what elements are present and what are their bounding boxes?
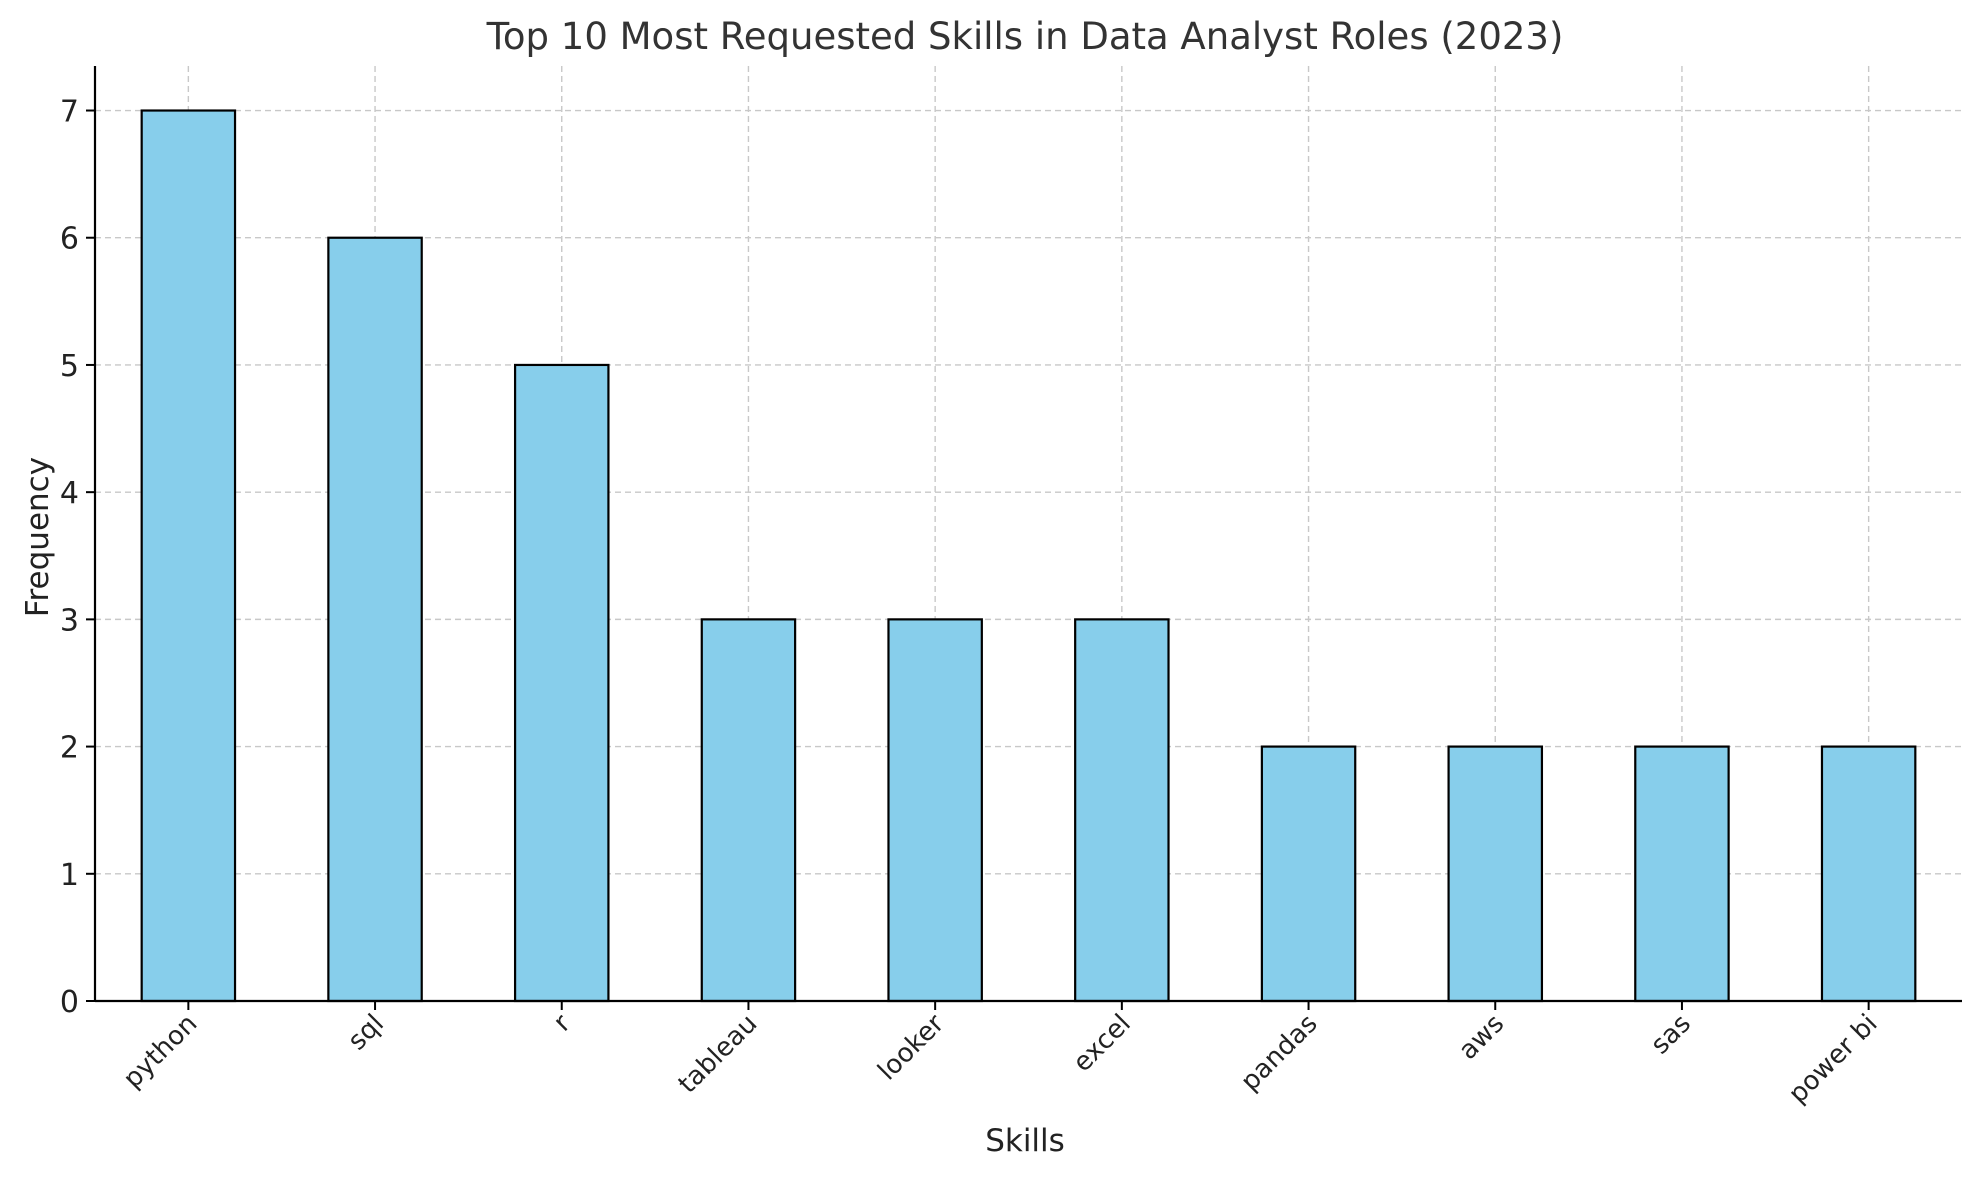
bar-sql [327, 236, 423, 1003]
y-tick-label: 3 [60, 603, 79, 638]
bar-excel [1074, 618, 1170, 1003]
bars-layer [140, 109, 1917, 1003]
chart-title: Top 10 Most Requested Skills in Data Ana… [486, 15, 1564, 58]
y-tick-label: 6 [60, 222, 79, 257]
x-tick-labels: python sql r tableau looker excel pandas aws sas… [118, 1009, 1884, 1110]
x-tick-label: aws [1453, 1009, 1510, 1066]
x-axis-label: Skills [985, 1123, 1065, 1159]
x-tick-label: excel [1068, 1009, 1137, 1078]
x-tick-label: power bi [1783, 1009, 1884, 1110]
bar-looker [887, 618, 983, 1003]
bar-python [140, 109, 237, 1003]
y-tick-label: 2 [60, 731, 79, 766]
bar-aws [1447, 745, 1544, 1003]
y-axis-label: Frequency [20, 457, 56, 617]
bar-r [513, 363, 610, 1003]
x-tick-label: sas [1645, 1009, 1697, 1061]
x-tick-label: tableau [673, 1009, 764, 1100]
x-tick-label: r [548, 1009, 577, 1038]
y-tick-label: 7 [60, 95, 79, 130]
y-tick-label: 1 [60, 858, 79, 893]
y-tick-label: 5 [60, 349, 79, 384]
x-tick-label: python [118, 1009, 204, 1095]
bar-sas [1634, 745, 1730, 1003]
bar-tableau [700, 618, 797, 1003]
x-tick-label: sql [342, 1009, 390, 1057]
bar-pandas [1260, 745, 1357, 1003]
axes-layer [86, 66, 1962, 1010]
x-tick-label: looker [872, 1009, 950, 1087]
y-tick-label: 4 [60, 476, 79, 511]
x-tick-label: pandas [1235, 1009, 1323, 1097]
bar-power-bi [1820, 745, 1917, 1003]
y-tick-labels: 0 1 2 3 4 5 6 7 [60, 95, 79, 1020]
y-tick-label: 0 [60, 985, 79, 1020]
